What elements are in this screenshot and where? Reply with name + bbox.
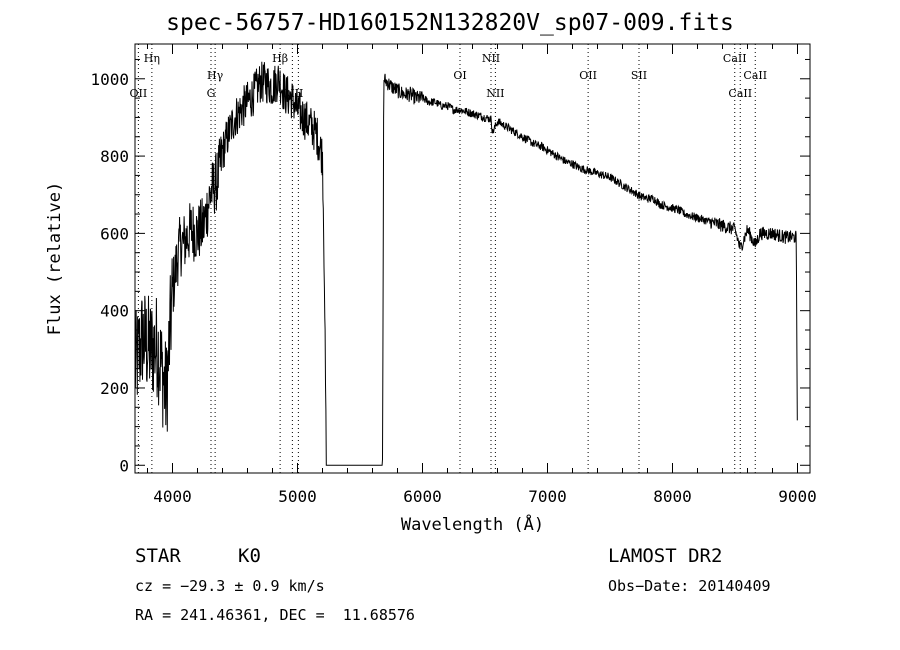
x-tick-label-5: 9000 <box>778 487 817 506</box>
y-tick-label-1: 200 <box>100 379 129 398</box>
object-type-label: STAR <box>135 545 181 567</box>
line-label-10: OII <box>579 69 597 82</box>
line-label-13: CaII <box>728 87 752 100</box>
y-tick-label-3: 600 <box>100 224 129 243</box>
line-label-11: SII <box>631 69 647 82</box>
coordinates-label: RA = 241.46361, DEC = 11.68576 <box>135 606 415 624</box>
survey-label: LAMOST DR2 <box>608 545 723 567</box>
x-tick-label-4: 8000 <box>653 487 692 506</box>
line-label-1: Hη <box>144 52 160 65</box>
line-label-14: CaII <box>743 69 767 82</box>
x-tick-label-3: 7000 <box>528 487 567 506</box>
y-axis-label: Flux (relative) <box>45 182 65 336</box>
x-tick-label-1: 5000 <box>278 487 317 506</box>
line-label-9: NII <box>486 87 504 100</box>
line-label-0: OII <box>130 87 148 100</box>
line-label-3: Hγ <box>207 69 224 82</box>
y-tick-label-2: 400 <box>100 302 129 321</box>
obs-date-label: Obs−Date: 20140409 <box>608 577 771 595</box>
x-tick-label-0: 4000 <box>153 487 192 506</box>
y-tick-label-4: 800 <box>100 147 129 166</box>
spectrum-series-line <box>134 61 798 466</box>
line-label-4: Hβ <box>272 52 288 65</box>
x-tick-label-2: 6000 <box>403 487 442 506</box>
line-label-12: CaII <box>723 52 747 65</box>
line-label-2: G <box>207 87 216 100</box>
y-tick-label-5: 1000 <box>90 70 129 89</box>
y-tick-label-0: 0 <box>119 456 129 475</box>
subclass-label: K0 <box>238 545 261 567</box>
x-axis-label: Wavelength (Å) <box>401 513 544 535</box>
line-label-8: NII <box>482 52 500 65</box>
redshift-label: cz = −29.3 ± 0.9 km/s <box>135 577 325 595</box>
line-label-7: OI <box>453 69 466 82</box>
chart-title: spec-56757-HD160152N132820V_sp07-009.fit… <box>166 10 734 36</box>
